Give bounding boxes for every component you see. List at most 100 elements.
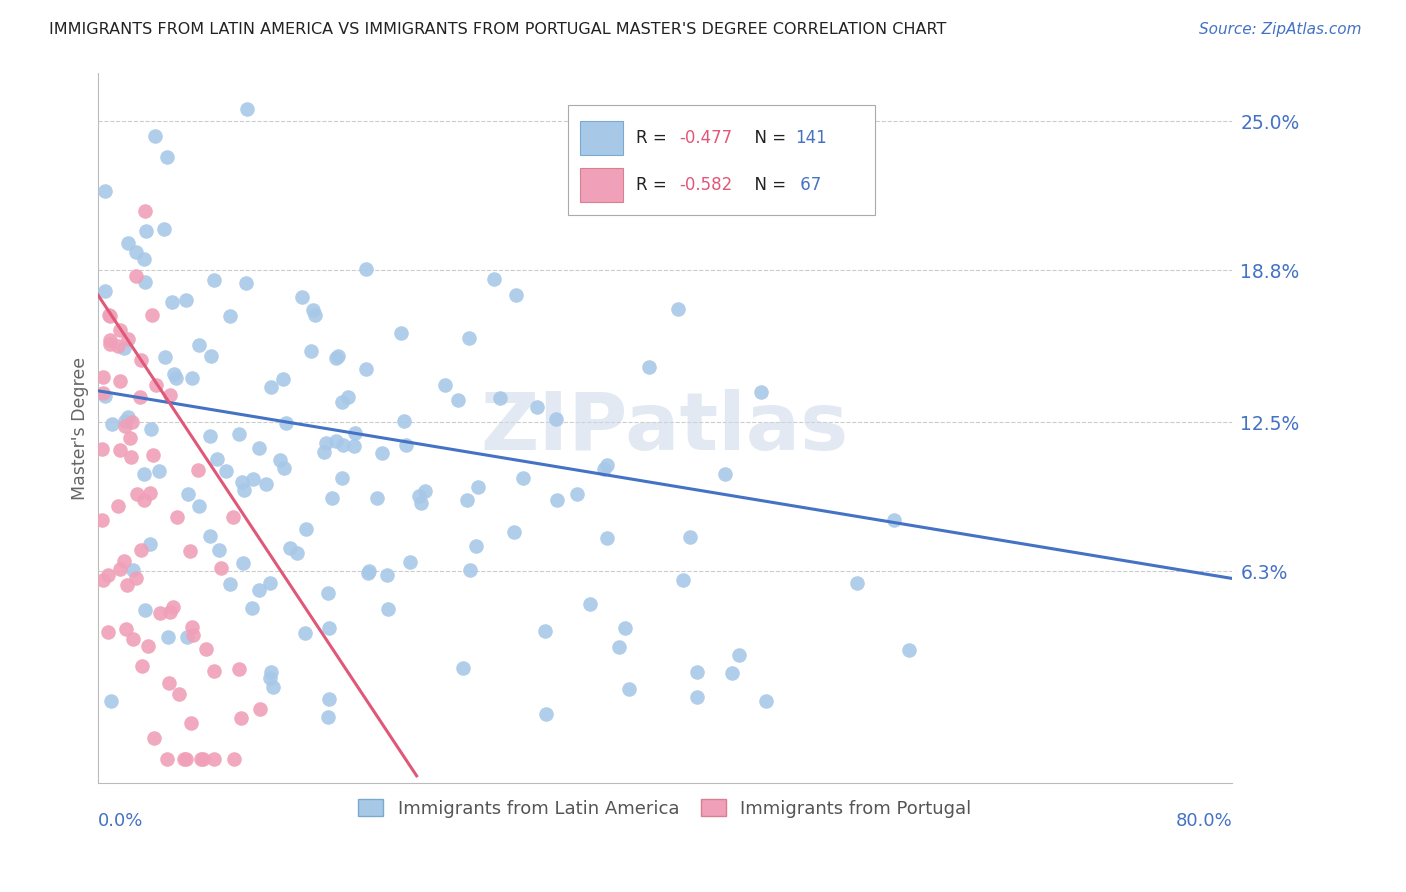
Point	[139, 485, 162, 500]
Point	[278, 541, 301, 555]
Point	[208, 543, 231, 558]
Point	[728, 648, 751, 662]
Point	[134, 467, 156, 482]
Point	[117, 409, 139, 424]
Point	[107, 499, 129, 513]
Point	[240, 601, 263, 615]
Point	[343, 439, 366, 453]
Point	[607, 640, 630, 655]
Point	[269, 453, 291, 467]
Point	[110, 561, 132, 575]
Point	[108, 442, 131, 457]
Point	[91, 574, 114, 588]
Point	[755, 694, 778, 708]
Point	[142, 731, 165, 745]
Point	[112, 554, 135, 568]
Point	[173, 752, 195, 766]
Point	[596, 531, 619, 545]
Point	[276, 417, 298, 431]
Point	[325, 351, 347, 365]
Point	[209, 561, 232, 575]
Text: -0.582: -0.582	[679, 177, 733, 194]
Point	[179, 544, 201, 558]
Point	[526, 400, 548, 414]
Point	[375, 567, 398, 582]
Text: -0.477: -0.477	[679, 128, 733, 146]
Point	[488, 392, 510, 406]
Point	[377, 601, 399, 615]
Point	[198, 529, 221, 543]
Point	[98, 308, 121, 322]
Point	[458, 563, 481, 577]
Point	[98, 309, 121, 323]
Point	[316, 585, 339, 599]
Point	[231, 475, 253, 489]
Point	[751, 385, 773, 400]
Point	[686, 665, 709, 679]
Point	[162, 600, 184, 615]
Point	[156, 150, 179, 164]
Point	[132, 252, 155, 266]
Point	[232, 556, 254, 570]
Point	[134, 275, 156, 289]
Point	[222, 510, 245, 524]
Point	[291, 290, 314, 304]
Point	[614, 621, 637, 635]
Point	[228, 662, 250, 676]
Point	[90, 442, 112, 456]
Point	[142, 448, 165, 462]
Point	[544, 411, 567, 425]
Point	[93, 369, 115, 384]
Point	[242, 472, 264, 486]
Point	[93, 184, 115, 198]
Point	[464, 539, 486, 553]
Point	[232, 483, 254, 498]
Point	[218, 309, 240, 323]
Point	[166, 510, 188, 524]
Point	[285, 545, 308, 559]
Text: 141: 141	[796, 128, 827, 146]
Point	[330, 471, 353, 485]
Point	[536, 706, 558, 721]
Point	[595, 458, 617, 472]
Point	[214, 464, 236, 478]
Point	[98, 333, 121, 347]
Point	[260, 380, 283, 394]
Text: 67: 67	[796, 177, 821, 194]
Text: R =: R =	[637, 177, 672, 194]
Point	[505, 288, 527, 302]
Point	[247, 582, 270, 597]
Point	[98, 337, 121, 351]
Point	[165, 371, 187, 385]
Point	[97, 624, 120, 639]
Point	[679, 530, 702, 544]
Point	[187, 500, 209, 514]
Point	[467, 479, 489, 493]
Point	[191, 752, 214, 766]
Point	[159, 605, 181, 619]
Point	[134, 204, 156, 219]
Point	[138, 639, 160, 653]
Text: 0.0%: 0.0%	[97, 812, 143, 830]
FancyBboxPatch shape	[579, 120, 623, 154]
Point	[325, 434, 347, 449]
Point	[114, 414, 136, 428]
Point	[318, 691, 340, 706]
Point	[163, 367, 186, 381]
Point	[115, 578, 138, 592]
Point	[354, 361, 377, 376]
Point	[157, 676, 180, 690]
Point	[714, 467, 737, 481]
Point	[131, 353, 153, 368]
Text: N =: N =	[744, 177, 792, 194]
Point	[125, 245, 148, 260]
Point	[122, 563, 145, 577]
Point	[176, 630, 198, 644]
Text: 80.0%: 80.0%	[1175, 812, 1232, 830]
Point	[190, 752, 212, 766]
Point	[593, 462, 616, 476]
Legend: Immigrants from Latin America, Immigrants from Portugal: Immigrants from Latin America, Immigrant…	[350, 792, 979, 825]
Point	[180, 715, 202, 730]
Point	[131, 659, 153, 673]
Point	[408, 489, 430, 503]
